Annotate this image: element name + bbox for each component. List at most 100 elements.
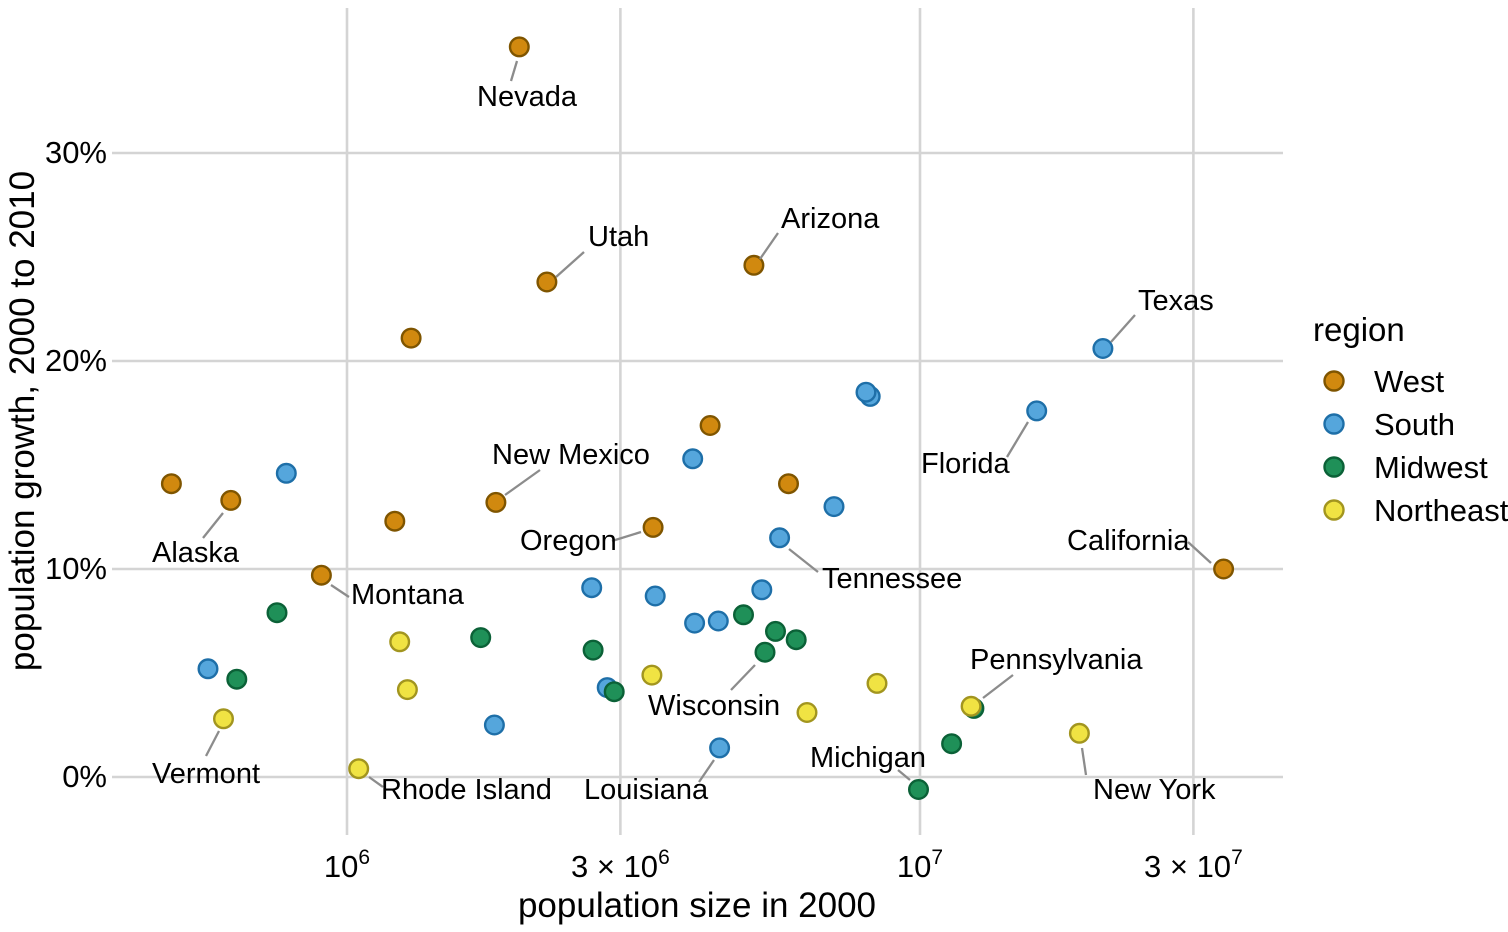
callout-line-nevada [509, 60, 519, 82]
series-south [197, 338, 1114, 759]
point-michigan [908, 779, 930, 801]
callout-line-vermont [204, 730, 221, 757]
point-kansas [582, 639, 604, 661]
y-axis-title: population growth, 2000 to 2010 [3, 171, 42, 671]
point-nevada [508, 36, 530, 58]
state-label-texas: Texas [1138, 285, 1214, 317]
point-district-of-columbia [197, 658, 219, 680]
legend: region West South Midwest Northeast [1313, 311, 1508, 528]
point-maine [396, 679, 418, 701]
point-idaho [400, 327, 422, 349]
point-new-jersey [866, 672, 888, 694]
point-tennessee [769, 527, 791, 549]
point-wyoming [160, 473, 182, 495]
y-axis-tick-labels: 0% 10% 20% 30% [45, 135, 107, 794]
callout-line-louisiana [698, 759, 715, 783]
callout-line-wisconsin [730, 664, 756, 691]
callout-line-michigan [897, 769, 911, 781]
legend-label-west: West [1374, 364, 1444, 399]
x-tick-label-1000000: 106 [324, 846, 370, 884]
point-south-carolina [682, 448, 704, 470]
legend-label-south: South [1374, 407, 1455, 442]
state-label-rhode-island: Rhode Island [381, 774, 552, 806]
callout-line-rhode-island [368, 776, 384, 788]
callout-line-california [1187, 541, 1212, 564]
x-axis-tick-labels: 106 3 × 106 107 3 × 107 [324, 846, 1243, 884]
state-label-oregon: Oregon [520, 525, 617, 557]
state-label-montana: Montana [351, 579, 465, 611]
point-alabama [707, 610, 729, 632]
callout-line-arizona [759, 232, 779, 260]
point-missouri [765, 620, 787, 642]
point-indiana [785, 629, 807, 651]
state-label-tennessee: Tennessee [822, 563, 962, 595]
legend-swatch-midwest [1323, 456, 1345, 478]
y-tick-label-30: 30% [45, 135, 107, 170]
callout-line-alaska [202, 512, 224, 539]
callout-line-utah [555, 251, 585, 278]
x-tick-label-10000000: 107 [897, 846, 943, 884]
point-south-dakota [266, 602, 288, 624]
point-pennsylvania [960, 695, 982, 717]
legend-swatch-south [1323, 413, 1345, 435]
point-massachusetts [796, 702, 818, 724]
point-florida [1026, 400, 1048, 422]
point-texas [1092, 338, 1114, 360]
gridlines [112, 8, 1283, 835]
point-colorado [699, 415, 721, 437]
state-label-pennsylvania: Pennsylvania [970, 644, 1143, 676]
x-axis-title: population size in 2000 [518, 886, 876, 925]
state-label-michigan: Michigan [810, 742, 926, 774]
point-wisconsin [754, 641, 776, 663]
callout-line-new-york [1080, 747, 1088, 776]
point-louisiana [709, 737, 731, 759]
point-west-virginia [483, 714, 505, 736]
state-label-alaska: Alaska [152, 537, 240, 569]
point-utah [536, 271, 558, 293]
legend-title: region [1313, 311, 1405, 348]
state-label-utah: Utah [588, 221, 649, 253]
point-delaware [275, 462, 297, 484]
x-tick-label-3000000: 3 × 106 [571, 846, 670, 884]
state-label-nevada: Nevada [477, 81, 578, 113]
point-iowa [603, 681, 625, 703]
callout-line-oregon [611, 530, 642, 543]
legend-swatch-west [1323, 370, 1345, 392]
point-north-dakota [226, 668, 248, 690]
point-virginia [823, 496, 845, 518]
point-new-york [1068, 722, 1090, 744]
callout-line-new-mexico [504, 469, 541, 496]
series-west [160, 36, 1235, 586]
y-tick-label-0: 0% [62, 759, 107, 794]
state-label-new-mexico: New Mexico [492, 439, 650, 471]
series-northeast [212, 631, 1090, 780]
x-tick-label-30000000: 3 × 107 [1144, 846, 1243, 884]
state-label-arizona: Arizona [781, 203, 880, 235]
state-label-california: California [1067, 525, 1190, 557]
point-north-carolina [855, 381, 877, 403]
legend-swatch-northeast [1323, 499, 1345, 521]
state-annotations: Nevada Utah Arizona Texas New Mexico Florida A… [152, 60, 1216, 806]
point-oklahoma [644, 585, 666, 607]
point-new-mexico [485, 491, 507, 513]
callout-line-pennsylvania [982, 674, 1014, 699]
point-kentucky [684, 612, 706, 634]
point-oregon [642, 516, 664, 538]
data-points [160, 36, 1235, 801]
point-arkansas [581, 577, 603, 599]
point-connecticut [641, 664, 663, 686]
legend-label-midwest: Midwest [1374, 450, 1488, 485]
point-washington [778, 473, 800, 495]
point-vermont [212, 708, 234, 730]
state-label-florida: Florida [921, 448, 1011, 480]
point-minnesota [733, 604, 755, 626]
callout-line-florida [1006, 421, 1029, 458]
state-label-wisconsin: Wisconsin [648, 690, 780, 722]
callout-line-texas [1110, 314, 1136, 343]
state-label-louisiana: Louisiana [584, 774, 709, 806]
point-rhode-island [348, 758, 370, 780]
point-new-hampshire [389, 631, 411, 653]
state-label-new-york: New York [1093, 774, 1216, 806]
